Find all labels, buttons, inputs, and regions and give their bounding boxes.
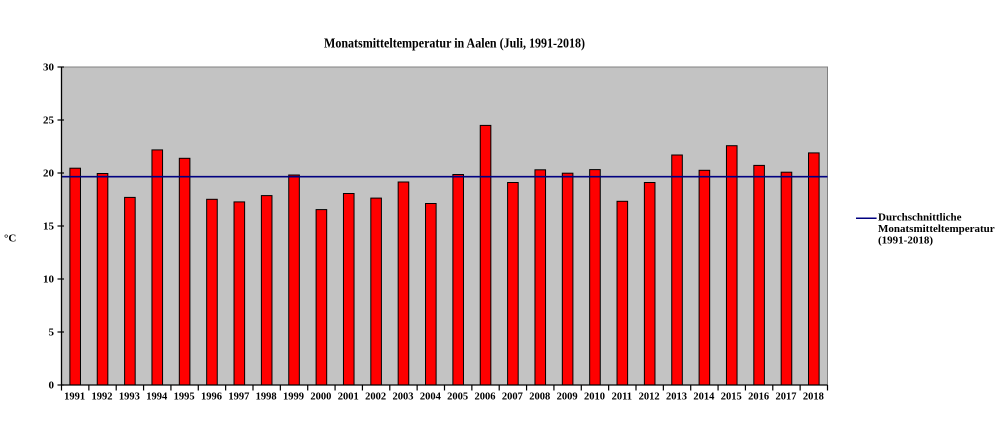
svg-text:0: 0: [49, 380, 55, 392]
svg-text:(1991-2018): (1991-2018): [878, 235, 933, 247]
svg-text:2008: 2008: [529, 392, 550, 403]
svg-text:2016: 2016: [748, 392, 769, 403]
svg-text:1991: 1991: [64, 392, 85, 403]
svg-text:Monatsmitteltemperatur in Aale: Monatsmitteltemperatur in Aalen (Juli, 1…: [324, 36, 585, 51]
svg-text:2003: 2003: [392, 392, 413, 403]
svg-text:2014: 2014: [693, 392, 715, 403]
svg-text:2017: 2017: [775, 392, 796, 403]
svg-text:1994: 1994: [146, 392, 168, 403]
svg-text:Durchschnittliche: Durchschnittliche: [878, 211, 962, 223]
svg-text:25: 25: [43, 115, 55, 127]
svg-text:10: 10: [43, 274, 55, 286]
svg-text:°C: °C: [4, 233, 16, 245]
svg-text:30: 30: [43, 62, 55, 74]
svg-text:2011: 2011: [612, 392, 632, 403]
svg-text:2006: 2006: [475, 392, 496, 403]
svg-text:2012: 2012: [639, 392, 660, 403]
svg-text:20: 20: [43, 168, 55, 180]
svg-text:1993: 1993: [119, 392, 140, 403]
svg-text:1995: 1995: [174, 392, 195, 403]
svg-text:1999: 1999: [283, 392, 304, 403]
svg-text:2005: 2005: [447, 392, 468, 403]
svg-text:2010: 2010: [584, 392, 605, 403]
svg-text:1997: 1997: [228, 392, 249, 403]
svg-text:2009: 2009: [557, 392, 578, 403]
svg-text:2018: 2018: [803, 392, 824, 403]
svg-text:2004: 2004: [420, 392, 442, 403]
svg-text:5: 5: [49, 327, 55, 339]
svg-text:2013: 2013: [666, 392, 687, 403]
svg-text:2015: 2015: [721, 392, 742, 403]
svg-text:Monatsmitteltemperatur: Monatsmitteltemperatur: [878, 223, 995, 235]
svg-text:15: 15: [43, 221, 55, 233]
svg-text:1996: 1996: [201, 392, 222, 403]
svg-text:2002: 2002: [365, 392, 386, 403]
svg-text:2001: 2001: [338, 392, 359, 403]
svg-text:1998: 1998: [256, 392, 277, 403]
svg-text:1992: 1992: [92, 392, 113, 403]
svg-text:2007: 2007: [502, 392, 523, 403]
svg-text:2000: 2000: [310, 392, 331, 403]
